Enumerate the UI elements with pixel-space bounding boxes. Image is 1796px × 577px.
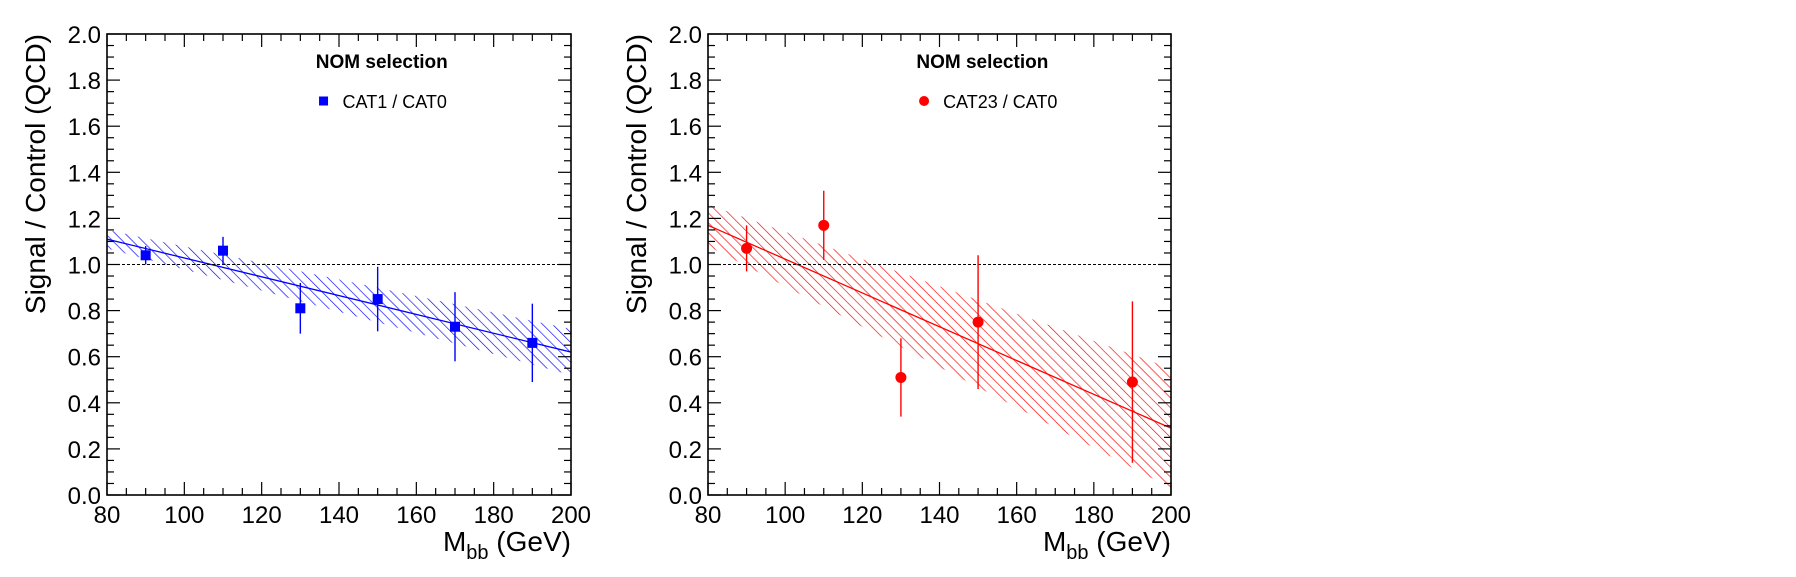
x-tick-label: 180 [474,502,514,529]
legend-entry-label: CAT1 / CAT0 [343,92,447,112]
legend-entry-label: CAT23 / CAT0 [943,92,1057,112]
data-point [218,245,228,256]
y-axis-label: Signal / Control (QCD) [621,34,652,314]
y-tick-label: 0.0 [669,483,702,510]
data-point [818,219,830,231]
data-point [295,303,306,314]
y-tick-label: 1.6 [68,114,101,141]
x-tick-label: 80 [94,502,121,529]
y-tick-label: 0.2 [669,437,702,464]
y-tick-label: 1.6 [669,114,702,141]
y-tick-label: 1.4 [68,160,101,187]
x-tick-label: 100 [765,502,805,529]
y-tick-label: 2.0 [68,22,101,49]
legend-title: NOM selection [916,52,1048,73]
y-tick-label: 0.0 [68,483,101,510]
data-point [450,321,460,332]
x-tick-label: 80 [695,502,722,529]
y-tick-label: 0.4 [68,391,101,418]
y-axis-label: Signal / Control (QCD) [20,34,51,314]
x-tick-label: 140 [319,502,359,529]
x-axis-label: Mbb (GeV) [1043,526,1171,564]
x-tick-label: 100 [164,502,204,529]
data-point [527,337,538,348]
data-point [895,371,907,383]
y-tick-label: 2.0 [669,22,702,49]
y-tick-label: 0.6 [68,345,101,372]
y-tick-label: 0.2 [68,437,101,464]
x-tick-label: 120 [242,502,282,529]
y-tick-label: 1.0 [669,253,702,280]
fit-line [708,224,1171,429]
x-tick-label: 120 [842,502,882,529]
data-point [372,294,383,305]
data-point [741,242,753,254]
x-tick-label: 160 [396,502,436,529]
x-tick-label: 180 [1074,502,1114,529]
y-tick-label: 1.2 [68,206,101,233]
legend-title: NOM selection [316,52,448,73]
y-tick-label: 1.8 [68,68,101,95]
fit-uncertainty-band [708,204,1171,489]
x-tick-label: 200 [1151,502,1191,529]
y-tick-label: 1.2 [669,206,702,233]
y-tick-label: 0.6 [669,345,702,372]
legend-marker [319,96,329,106]
chart-panel-2: 80 100 120 140 160 180 200 0.0 0.2 0.4 0.6 0.8 1.0 1.… [621,22,1191,564]
y-tick-label: 1.0 [68,253,101,280]
chart-panel-1: 80 100 120 140 160 180 200 0.0 0.2 0.4 0.6 0.8 1.0 1.… [20,22,591,564]
data-point [1126,376,1138,388]
y-tick-label: 0.8 [669,299,702,326]
data-point [140,250,151,261]
y-tick-label: 0.4 [669,391,702,418]
x-tick-label: 160 [997,502,1037,529]
y-tick-label: 0.8 [68,299,101,326]
y-tick-label: 1.8 [669,68,702,95]
fit-line [107,238,571,353]
x-axis-label: Mbb (GeV) [443,526,571,564]
y-tick-label: 1.4 [669,160,702,187]
x-tick-label: 140 [919,502,959,529]
data-point [972,316,984,328]
x-tick-label: 200 [551,502,591,529]
legend-marker [919,96,930,106]
fit-uncertainty-band [107,229,571,376]
